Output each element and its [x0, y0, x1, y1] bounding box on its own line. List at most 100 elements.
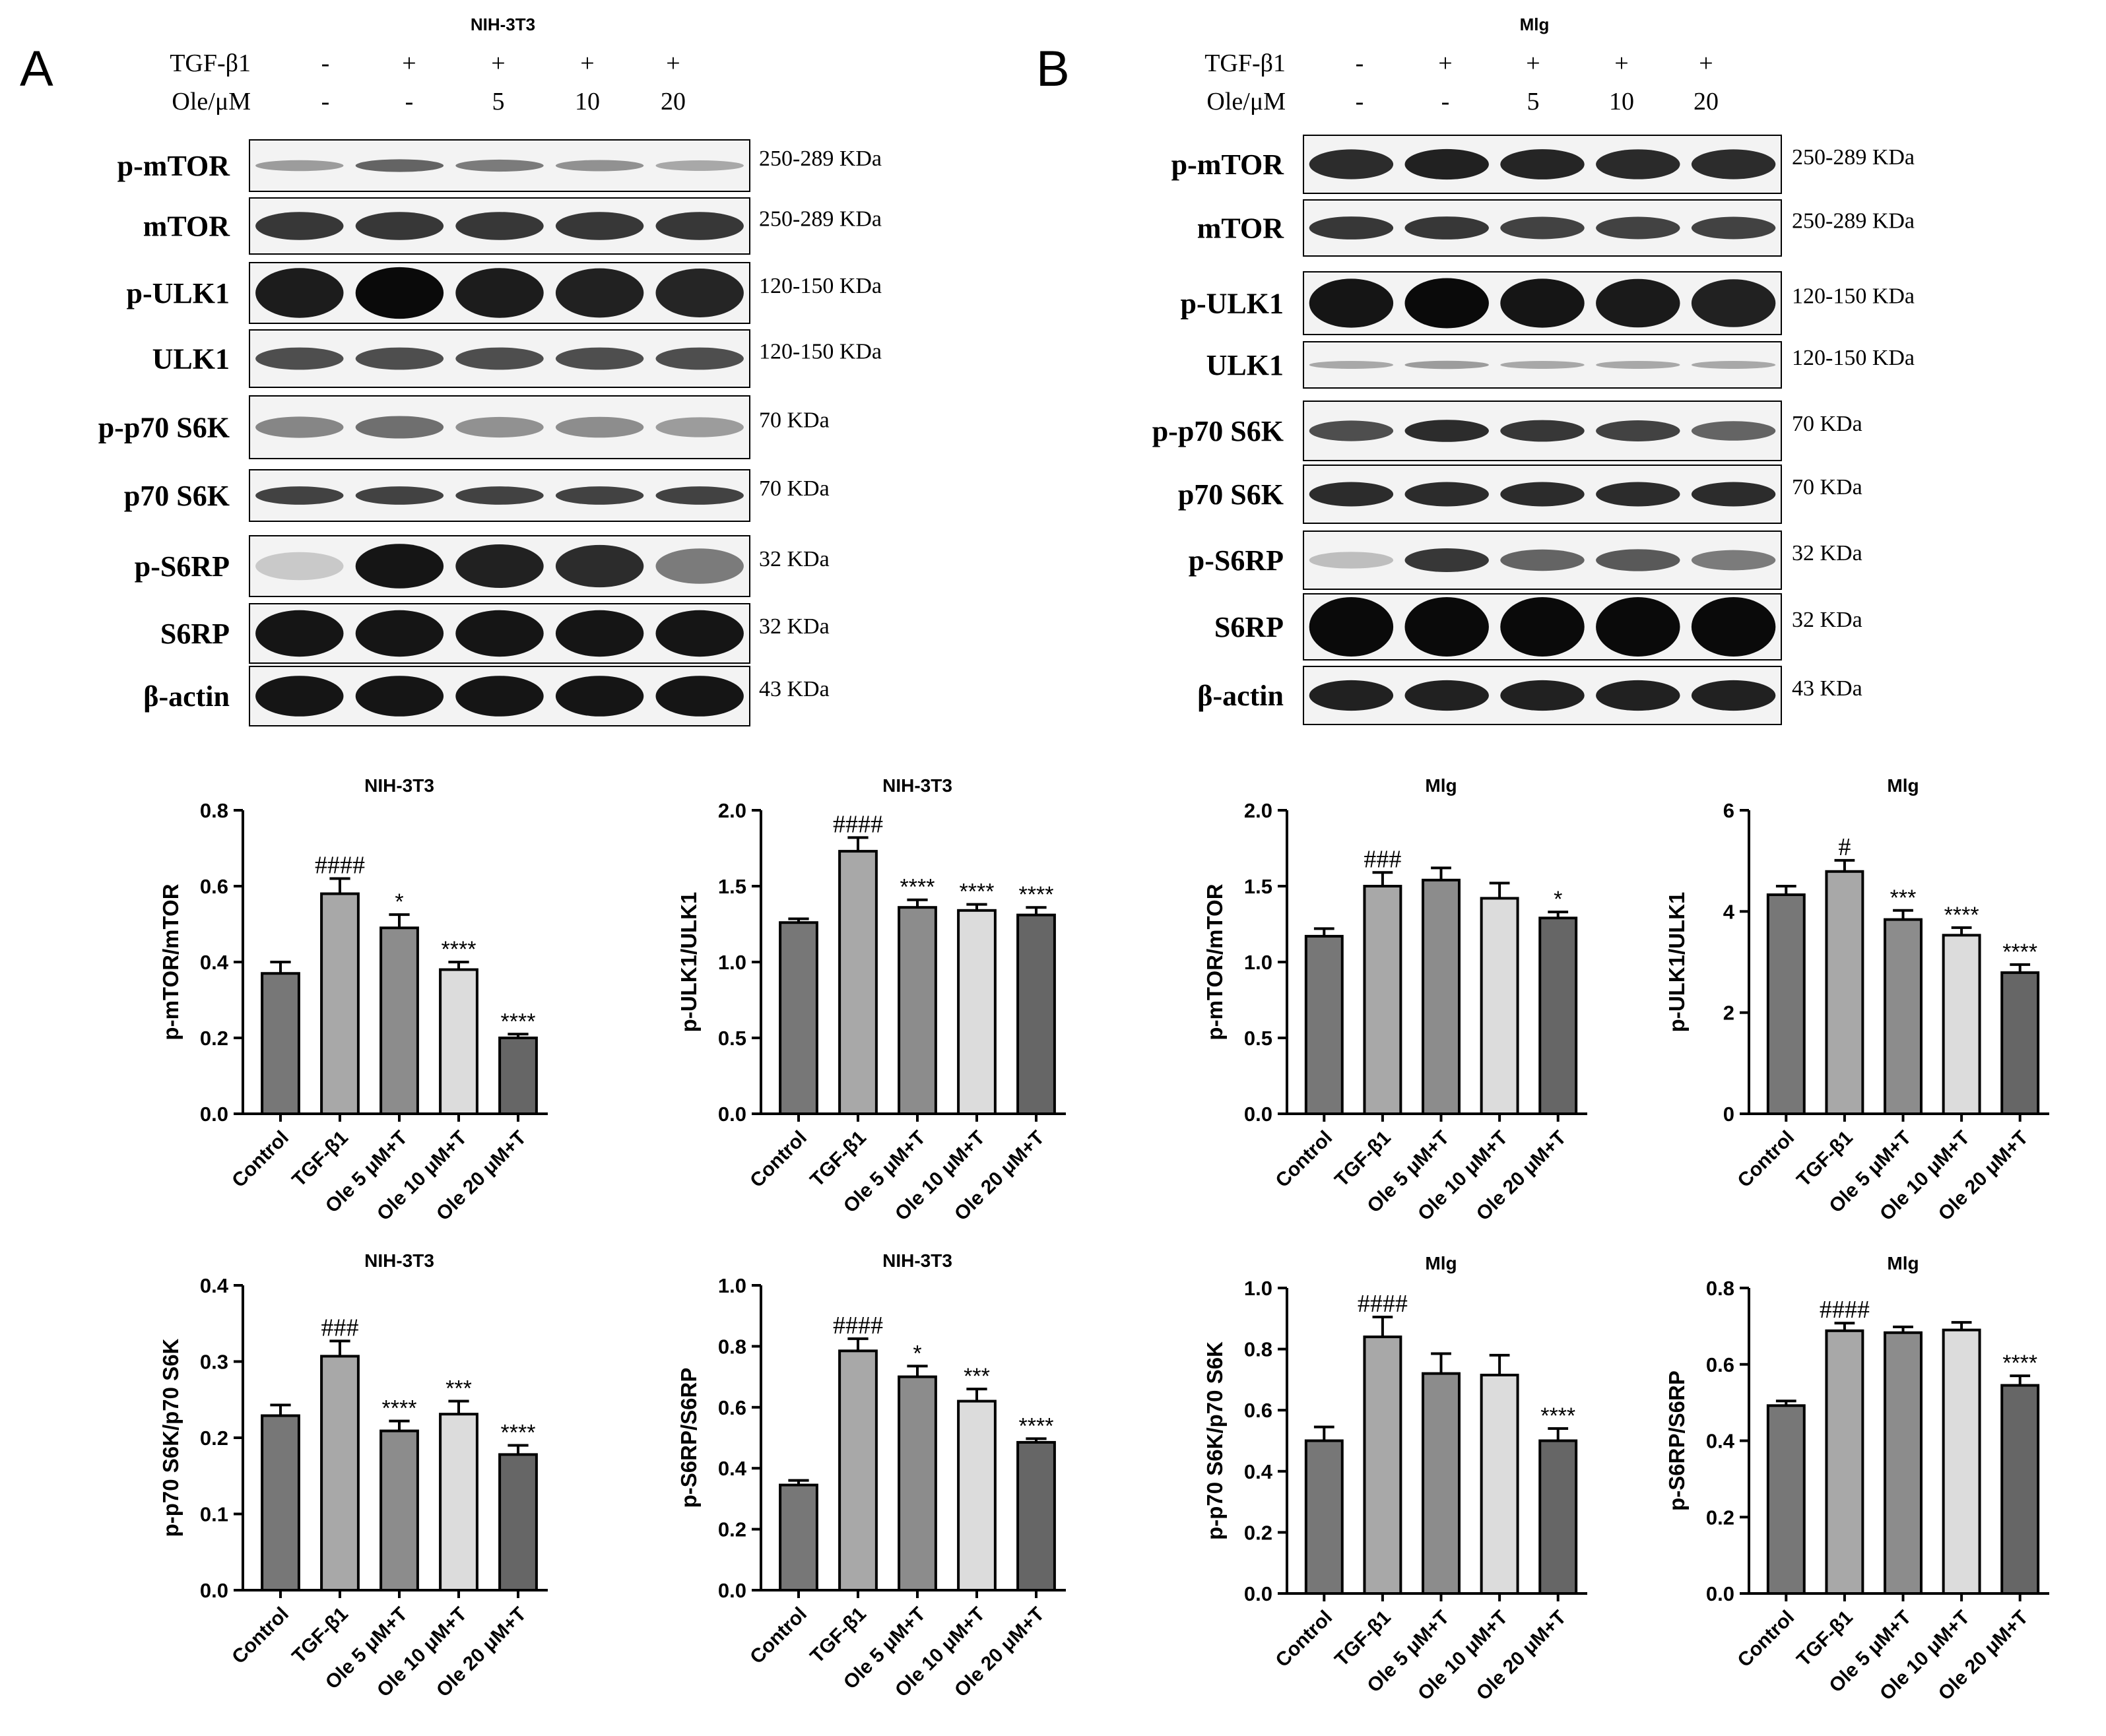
- treatment-value: +: [580, 49, 594, 77]
- blot-band: [555, 610, 644, 657]
- bar: [439, 1413, 478, 1592]
- blot-band: [1500, 420, 1585, 442]
- molecular-weight-label: 70 KDa: [1792, 475, 1862, 499]
- blot-band: [1596, 361, 1680, 369]
- blot-row: p-ULK1 120-150 KDa: [127, 262, 882, 324]
- bar: [1884, 918, 1923, 1115]
- bar-chart-6: NIH-3T3 0.0 0.2 0.4 0.6 0.8 1.0 p-S6RP/S6RP Cont…: [676, 1250, 1066, 1702]
- blot-band: [1404, 548, 1489, 573]
- y-tick-label: 0.2: [718, 1518, 746, 1541]
- protein-label: p-ULK1: [1181, 288, 1284, 320]
- significance-annotation: ****: [1540, 1403, 1575, 1429]
- y-tick-label: 0.8: [718, 1335, 746, 1358]
- blot-band: [1691, 482, 1776, 507]
- blot-band: [1309, 149, 1394, 179]
- blot-band: [555, 416, 644, 438]
- blot-band: [555, 544, 644, 588]
- blot-band: [255, 160, 344, 172]
- treatment-value: 10: [1609, 88, 1634, 115]
- treatment-value: +: [1614, 49, 1628, 77]
- y-axis-label: p-mTOR/mTOR: [1202, 884, 1227, 1040]
- blot-band: [355, 347, 444, 370]
- y-tick-label: 2.0: [1244, 799, 1272, 822]
- blot-band: [1404, 597, 1489, 657]
- blot-band: [355, 486, 444, 505]
- significance-annotation: ####: [315, 852, 365, 880]
- blot-band: [455, 268, 544, 318]
- protein-label: p-mTOR: [117, 150, 231, 182]
- bar: [1480, 897, 1519, 1116]
- blot-band: [1691, 680, 1776, 711]
- x-tick-label: Control: [1272, 1127, 1337, 1192]
- significance-annotation: ****: [960, 880, 995, 905]
- blot-band: [355, 416, 444, 439]
- blot-band: [1309, 482, 1394, 507]
- treatment-value: -: [321, 88, 330, 115]
- bar: [320, 892, 360, 1115]
- x-tick-label: Control: [228, 1127, 293, 1192]
- blot-band: [555, 268, 644, 318]
- blot-band: [1500, 149, 1585, 179]
- significance-annotation: ****: [501, 1009, 536, 1034]
- y-tick-label: 4: [1723, 900, 1735, 923]
- bar: [779, 1483, 818, 1592]
- y-tick-label: 0.4: [200, 1274, 229, 1297]
- y-tick-label: 0.6: [1244, 1399, 1272, 1422]
- significance-annotation: *: [1554, 887, 1562, 912]
- blot-band: [255, 486, 344, 505]
- blot-band: [1691, 279, 1776, 327]
- y-axis-label: p-mTOR/mTOR: [158, 884, 183, 1040]
- y-tick-label: 1.5: [1244, 875, 1272, 898]
- blot-band: [355, 267, 444, 319]
- blot-band: [1404, 278, 1489, 329]
- x-tick-label: Control: [746, 1603, 811, 1669]
- blot-band: [1404, 420, 1489, 442]
- molecular-weight-label: 250-289 KDa: [759, 146, 882, 171]
- bar: [261, 1414, 300, 1591]
- blot-band: [455, 416, 544, 438]
- treatment-value: +: [1526, 49, 1540, 77]
- y-tick-label: 0.4: [1244, 1460, 1273, 1483]
- bar: [1884, 1331, 1923, 1595]
- blot-row: p-mTOR 250-289 KDa: [1171, 135, 1915, 194]
- significance-annotation: ****: [2002, 940, 2037, 965]
- molecular-weight-label: 32 KDa: [759, 614, 830, 639]
- x-tick-label: Control: [1272, 1607, 1337, 1672]
- blot-band: [1404, 148, 1489, 180]
- treatment-value: -: [1356, 88, 1364, 115]
- bar: [379, 1429, 419, 1591]
- significance-annotation: ***: [964, 1364, 990, 1389]
- protein-label: p70 S6K: [1178, 478, 1284, 511]
- molecular-weight-label: 32 KDa: [1792, 541, 1862, 565]
- y-tick-label: 0.4: [1706, 1430, 1735, 1453]
- bar: [898, 1375, 937, 1592]
- significance-annotation: ****: [2002, 1351, 2037, 1376]
- y-tick-label: 0.2: [200, 1027, 228, 1050]
- blot-band: [1691, 149, 1776, 179]
- blot-row: p-p70 S6K 70 KDa: [1152, 401, 1862, 461]
- blot-band: [1691, 361, 1776, 369]
- x-tick-label: Control: [228, 1603, 293, 1669]
- bar: [498, 1453, 538, 1591]
- blot-band: [1309, 216, 1394, 240]
- blot-band: [555, 212, 644, 240]
- y-axis-label: p-S6RP/S6RP: [1664, 1370, 1689, 1511]
- bar: [838, 1349, 878, 1591]
- y-tick-label: 1.5: [718, 875, 746, 898]
- blot-band: [1404, 680, 1489, 711]
- bar: [1538, 1439, 1578, 1595]
- significance-annotation: ****: [1944, 903, 1979, 928]
- y-tick-label: 0.0: [200, 1103, 228, 1126]
- treatment-value: 10: [575, 88, 600, 115]
- chart-title: Mlg: [1425, 1253, 1457, 1273]
- treatment-label: TGF-β1: [1204, 49, 1286, 77]
- molecular-weight-label: 70 KDa: [759, 408, 830, 433]
- y-axis-label: p-S6RP/S6RP: [676, 1368, 701, 1508]
- significance-annotation: ####: [1358, 1290, 1408, 1318]
- treatment-value: 20: [1694, 88, 1719, 115]
- significance-annotation: ####: [833, 1312, 883, 1339]
- blot-band: [655, 212, 744, 240]
- blot-row: β-actin 43 KDa: [143, 666, 830, 726]
- y-tick-label: 0.8: [1706, 1277, 1734, 1300]
- chart-title: NIH-3T3: [364, 775, 434, 796]
